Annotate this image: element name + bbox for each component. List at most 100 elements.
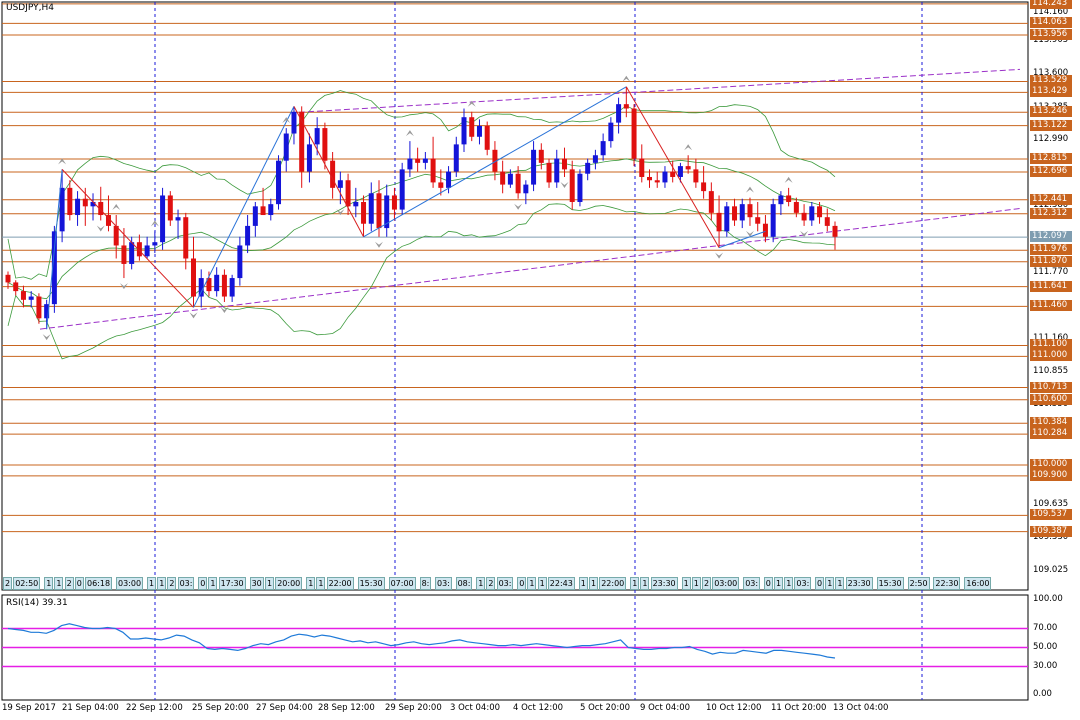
candle-body	[824, 217, 830, 226]
candle-body	[5, 274, 11, 283]
fractal-down-arrow	[42, 334, 51, 341]
time-tag: 03:00	[116, 577, 144, 590]
candle-body	[183, 217, 189, 259]
candle-body	[716, 212, 722, 232]
candle-body	[330, 160, 336, 188]
candle-body	[90, 201, 96, 207]
time-tag: 1	[537, 577, 547, 590]
candle-body	[291, 111, 297, 134]
date-axis-label: 10 Oct 12:00	[706, 703, 762, 713]
zigzag-segment	[718, 230, 766, 249]
level-price-tag: 109.387	[1030, 525, 1072, 537]
time-tag: 2	[486, 577, 496, 590]
time-tag: 22:00	[599, 577, 627, 590]
candle-body	[755, 217, 761, 224]
candle-body	[793, 201, 799, 213]
level-price-tag: 114.243	[1030, 0, 1072, 9]
candle-body	[160, 195, 166, 243]
date-axis-label: 21 Sep 04:00	[62, 703, 119, 713]
time-tag: 03:00	[712, 577, 740, 590]
candle-body	[136, 242, 142, 257]
chart-title: USDJPY,H4	[6, 3, 54, 13]
fractal-down-arrow	[336, 209, 345, 216]
candle-body	[476, 125, 482, 137]
date-axis-label: 28 Sep 12:00	[318, 703, 375, 713]
time-tag: 1	[157, 577, 167, 590]
level-price-tag: 113.956	[1030, 29, 1072, 41]
candle-body	[345, 180, 351, 207]
time-tag: 07:00	[388, 577, 416, 590]
fractal-down-arrow	[220, 306, 229, 313]
date-axis-label: 29 Sep 20:00	[385, 703, 442, 713]
level-price-tag: 110.000	[1030, 459, 1072, 470]
candle-body	[190, 258, 196, 297]
rsi-axis-label: 30.00	[1033, 660, 1058, 671]
candle-body	[391, 195, 397, 210]
rsi-line	[7, 623, 836, 659]
time-tag: 22:00	[326, 577, 354, 590]
fractal-down-arrow	[560, 181, 569, 188]
time-tag: 2	[64, 577, 74, 590]
fractal-up-arrow	[467, 100, 476, 107]
fractal-up-arrow	[684, 144, 693, 151]
time-tag: 03:	[743, 577, 761, 590]
level-price-tag: 111.976	[1030, 244, 1072, 256]
time-tag: 30	[249, 577, 264, 590]
time-tag: 1	[589, 577, 599, 590]
candle-body	[817, 206, 823, 218]
date-axis-label: 3 Oct 04:00	[450, 703, 501, 713]
date-axis-label: 19 Sep 2017	[2, 703, 56, 713]
candle-body	[353, 201, 359, 207]
time-tag: 17:30	[218, 577, 246, 590]
time-tag: 16:00	[964, 577, 992, 590]
candle-body	[221, 274, 227, 297]
level-price-tag: 110.600	[1030, 393, 1072, 405]
time-tag: 1	[578, 577, 588, 590]
candle-body	[786, 195, 792, 202]
date-axis-label: 25 Sep 20:00	[192, 703, 249, 713]
candle-body	[438, 182, 444, 188]
date-axis-label: 27 Sep 04:00	[256, 703, 313, 713]
level-price-tag: 112.815	[1030, 153, 1072, 165]
candle-body	[198, 278, 204, 297]
candle-body	[747, 204, 753, 218]
time-tag: 22:30	[933, 577, 961, 590]
candle-body	[507, 173, 513, 185]
candle-body	[121, 245, 127, 264]
candle-body	[206, 278, 212, 292]
candle-body	[492, 149, 498, 172]
price-axis-label: 112.990	[1033, 134, 1069, 145]
candle-body	[639, 158, 645, 177]
candle-body	[44, 304, 50, 319]
band-lower	[7, 203, 836, 360]
fractal-up-arrow	[784, 176, 793, 183]
candle-body	[469, 117, 475, 137]
time-tag: 0	[517, 577, 527, 590]
fractal-up-arrow	[282, 117, 291, 124]
date-axis-label: 11 Oct 20:00	[771, 703, 827, 713]
candle-body	[662, 171, 668, 183]
candle-body	[631, 108, 637, 159]
candle-body	[75, 198, 81, 216]
time-tag: 20:00	[275, 577, 303, 590]
time-tag: 1	[630, 577, 640, 590]
candle-body	[299, 111, 305, 172]
candle-body	[778, 195, 784, 205]
level-price-tag: 109.900	[1030, 469, 1072, 481]
date-axis-label: 13 Oct 04:00	[833, 703, 889, 713]
level-price-tag: 111.460	[1030, 300, 1072, 312]
time-tag: 02:50	[13, 577, 41, 590]
candle-body	[739, 204, 745, 221]
time-tag: 2:50	[907, 577, 930, 590]
time-tag: 1	[527, 577, 537, 590]
price-axis-label: 111.770	[1033, 266, 1069, 277]
candle-body	[592, 155, 598, 163]
level-price-tag: 110.384	[1030, 417, 1072, 429]
candle-body	[677, 166, 683, 177]
fractal-down-arrow	[189, 312, 198, 319]
time-tag: 1	[306, 577, 316, 590]
candle-body	[832, 225, 838, 237]
price-axis-label: 109.025	[1033, 564, 1069, 575]
candle-body	[36, 296, 42, 319]
